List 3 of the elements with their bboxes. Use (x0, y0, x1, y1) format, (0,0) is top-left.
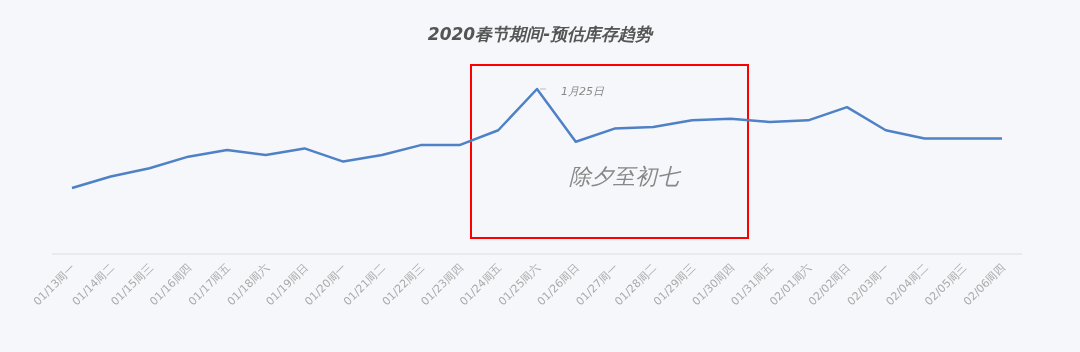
chart-title: 2020春节期间-预估库存趋势 (427, 24, 655, 44)
annotation: 1月25日 (561, 85, 605, 98)
annotation: 除夕至初七 (569, 164, 682, 189)
